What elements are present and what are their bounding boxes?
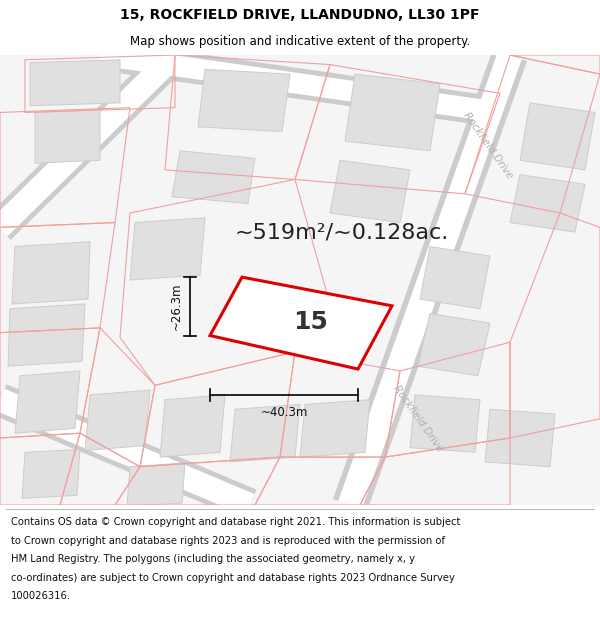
Text: ~26.3m: ~26.3m: [170, 282, 182, 330]
Polygon shape: [210, 277, 392, 369]
Polygon shape: [485, 409, 555, 467]
Polygon shape: [30, 60, 120, 106]
Polygon shape: [172, 151, 255, 203]
Polygon shape: [420, 246, 490, 309]
Polygon shape: [418, 314, 490, 376]
Text: 15: 15: [293, 310, 328, 334]
Text: Contains OS data © Crown copyright and database right 2021. This information is : Contains OS data © Crown copyright and d…: [11, 517, 460, 527]
Polygon shape: [130, 217, 205, 280]
Text: 100026316.: 100026316.: [11, 591, 71, 601]
Text: Rockfield Drive: Rockfield Drive: [461, 111, 515, 181]
Polygon shape: [85, 390, 150, 451]
Text: co-ordinates) are subject to Crown copyright and database rights 2023 Ordnance S: co-ordinates) are subject to Crown copyr…: [11, 572, 455, 582]
Text: ~40.3m: ~40.3m: [260, 406, 308, 419]
Polygon shape: [198, 69, 290, 132]
Polygon shape: [510, 174, 585, 232]
Polygon shape: [230, 404, 300, 462]
Polygon shape: [330, 161, 410, 222]
Polygon shape: [22, 449, 80, 498]
Polygon shape: [35, 109, 100, 163]
Polygon shape: [410, 395, 480, 452]
Polygon shape: [160, 395, 225, 457]
Polygon shape: [345, 74, 440, 151]
Text: Map shows position and indicative extent of the property.: Map shows position and indicative extent…: [130, 35, 470, 48]
Polygon shape: [127, 463, 185, 506]
Polygon shape: [520, 103, 595, 170]
Polygon shape: [15, 371, 80, 433]
Text: HM Land Registry. The polygons (including the associated geometry, namely x, y: HM Land Registry. The polygons (includin…: [11, 554, 415, 564]
Text: to Crown copyright and database rights 2023 and is reproduced with the permissio: to Crown copyright and database rights 2…: [11, 536, 445, 546]
Text: 15, ROCKFIELD DRIVE, LLANDUDNO, LL30 1PF: 15, ROCKFIELD DRIVE, LLANDUDNO, LL30 1PF: [120, 8, 480, 22]
Polygon shape: [12, 242, 90, 304]
Text: ~519m²/~0.128ac.: ~519m²/~0.128ac.: [235, 222, 449, 242]
Polygon shape: [8, 304, 85, 366]
Polygon shape: [300, 399, 370, 457]
Text: Rockfield Drive: Rockfield Drive: [391, 384, 445, 454]
